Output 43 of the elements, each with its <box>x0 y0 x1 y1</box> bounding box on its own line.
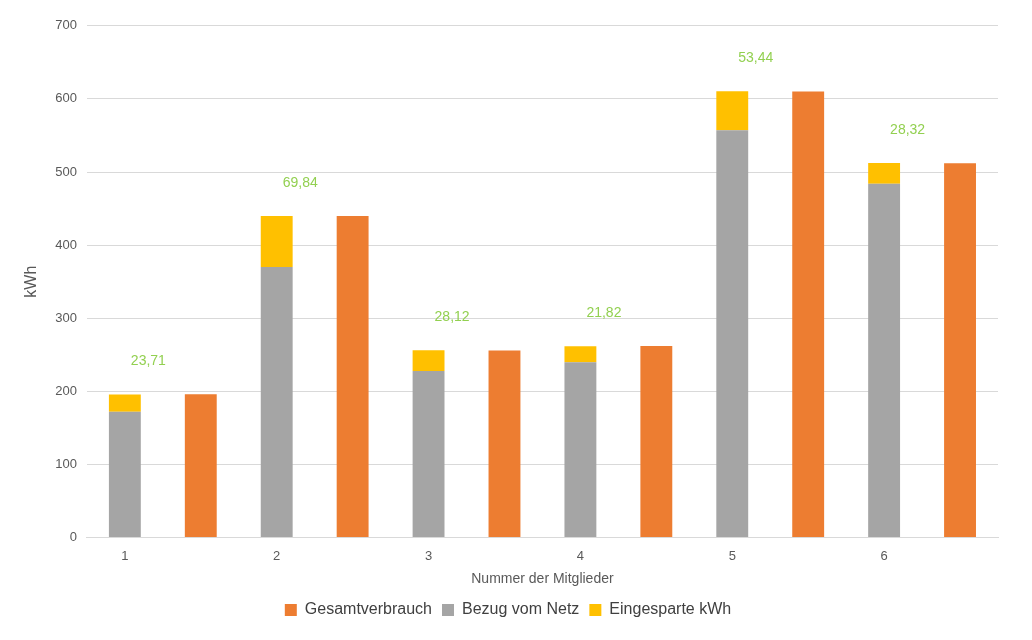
y-tick-label: 300 <box>55 309 77 325</box>
legend-label: Eingesparte kWh <box>609 600 732 618</box>
bar <box>716 91 749 131</box>
bar <box>260 216 293 268</box>
bar <box>412 370 445 538</box>
bar <box>184 394 217 538</box>
bar <box>488 350 521 538</box>
y-tick-label: 200 <box>55 382 77 398</box>
bar <box>412 350 445 371</box>
bar <box>944 163 976 538</box>
x-tick-label: 6 <box>880 547 888 563</box>
data-label: 23,71 <box>130 352 167 369</box>
data-label: 69,84 <box>282 173 318 190</box>
y-axis-title: kWh <box>22 265 40 298</box>
bar <box>108 411 141 538</box>
y-tick-label: 0 <box>69 529 77 545</box>
bar <box>792 91 825 538</box>
legend-label: Gesamtverbrauch <box>304 600 432 618</box>
x-tick-label: 4 <box>576 547 585 563</box>
legend-label: Bezug vom Netz <box>461 600 580 618</box>
bar <box>716 130 749 538</box>
bar <box>868 183 901 538</box>
y-tick-label: 600 <box>55 90 77 106</box>
data-label: 28,12 <box>434 308 470 325</box>
x-tick-label: 2 <box>273 547 281 563</box>
y-tick-label: 400 <box>55 236 77 252</box>
x-tick-label: 3 <box>424 547 433 563</box>
bar <box>336 215 369 538</box>
y-tick-label: 500 <box>55 163 77 179</box>
bar <box>564 346 597 363</box>
x-tick-label: 1 <box>121 547 129 563</box>
bar <box>260 267 293 538</box>
data-label: 21,82 <box>586 304 622 321</box>
bar <box>640 346 673 538</box>
x-tick-label: 5 <box>728 547 736 563</box>
data-label: 28,32 <box>890 120 926 137</box>
y-tick-label: 100 <box>55 456 77 472</box>
bar <box>564 362 597 538</box>
bar <box>108 394 141 412</box>
data-label: 53,44 <box>738 49 774 66</box>
y-tick-label: 700 <box>55 17 77 33</box>
x-axis-title: Nummer der Mitglieder <box>471 570 614 587</box>
bar <box>868 163 901 184</box>
